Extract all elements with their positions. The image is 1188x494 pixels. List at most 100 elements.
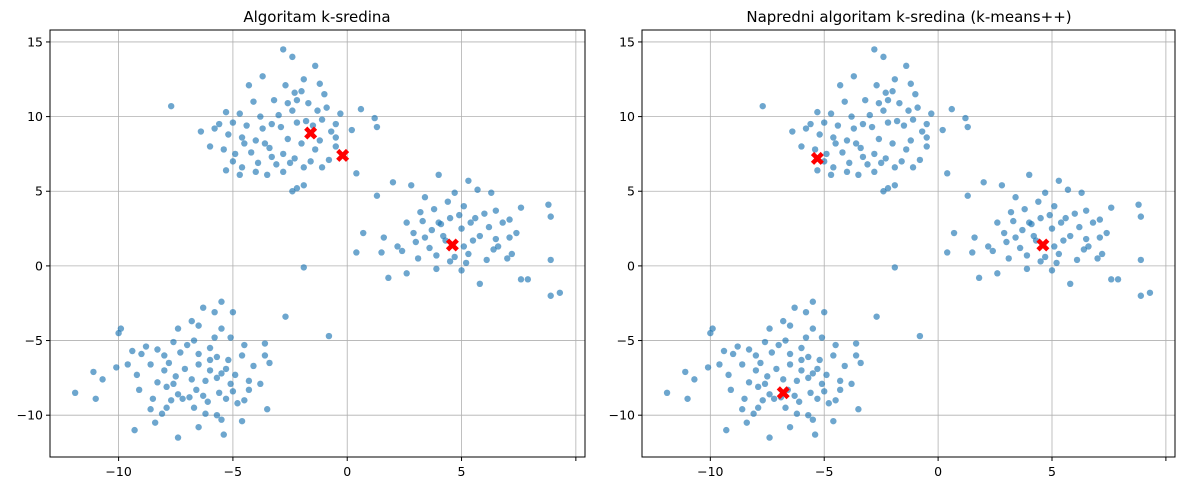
data-point	[834, 122, 842, 129]
data-point	[723, 426, 730, 434]
data-point	[131, 426, 138, 434]
data-point	[859, 120, 867, 128]
data-point	[823, 150, 830, 158]
data-point	[780, 376, 787, 383]
data-point	[727, 386, 735, 394]
data-point	[821, 158, 828, 165]
data-point	[243, 122, 250, 129]
data-point	[211, 125, 218, 132]
data-point	[195, 361, 202, 368]
data-point	[1053, 259, 1060, 267]
data-point	[428, 226, 436, 234]
data-point	[229, 388, 237, 395]
data-point	[814, 365, 821, 373]
data-point	[206, 344, 214, 352]
data-point	[809, 325, 817, 332]
data-point	[734, 343, 741, 350]
data-point	[843, 168, 851, 176]
data-point	[843, 137, 851, 144]
data-point	[474, 186, 481, 193]
data-point	[280, 168, 287, 176]
data-point	[855, 406, 862, 413]
data-point	[802, 308, 810, 316]
data-point	[786, 322, 794, 329]
y-tick-label: 0	[35, 258, 43, 273]
data-point	[830, 417, 837, 425]
data-point	[875, 99, 883, 107]
data-point	[492, 207, 500, 214]
data-point	[745, 379, 753, 386]
y-tick-label: −5	[25, 333, 43, 348]
data-point	[1026, 219, 1033, 226]
data-point	[444, 198, 452, 205]
data-point	[154, 379, 161, 386]
data-point	[825, 400, 832, 407]
data-point	[1137, 213, 1145, 220]
data-point	[832, 140, 839, 147]
data-point	[170, 338, 177, 346]
data-point	[1082, 207, 1090, 214]
y-tick-label: 15	[27, 34, 43, 49]
data-point	[494, 243, 502, 250]
data-point	[846, 159, 853, 167]
data-point	[985, 243, 992, 250]
data-point	[508, 250, 516, 258]
data-point	[241, 140, 248, 147]
data-point	[871, 168, 878, 176]
data-point	[1080, 246, 1088, 253]
data-point	[266, 144, 273, 152]
data-point	[923, 134, 930, 141]
data-point	[252, 137, 259, 144]
data-point	[1012, 234, 1019, 241]
data-point	[394, 243, 401, 250]
data-point	[547, 256, 554, 264]
data-point	[435, 219, 442, 226]
data-point	[884, 185, 892, 192]
data-point	[1137, 292, 1145, 299]
data-point	[220, 431, 227, 438]
data-point	[403, 219, 410, 226]
data-point	[821, 308, 828, 316]
data-point	[1000, 229, 1008, 237]
data-point	[880, 107, 887, 114]
data-point	[264, 406, 271, 413]
data-point	[238, 352, 246, 359]
data-point	[161, 352, 168, 359]
x-tick-label: −5	[224, 464, 242, 479]
data-point	[225, 131, 232, 138]
data-point	[506, 234, 513, 241]
data-point	[871, 46, 878, 53]
data-point	[841, 362, 848, 370]
data-point	[909, 164, 917, 171]
data-point	[268, 153, 275, 161]
data-point	[135, 386, 143, 394]
data-point	[1048, 267, 1056, 274]
data-point	[1108, 204, 1115, 211]
data-point	[270, 96, 278, 104]
data-point	[816, 131, 823, 138]
left-subplot: Algoritam k-sredina −10 −5 0 5 −10 −5 0 5 10 15	[17, 8, 586, 479]
data-point	[939, 126, 946, 134]
data-point	[891, 182, 899, 189]
data-point	[337, 110, 344, 117]
data-point	[1064, 186, 1072, 193]
data-point	[891, 76, 899, 83]
data-point	[259, 73, 266, 80]
data-point	[841, 98, 848, 105]
data-point	[483, 256, 490, 264]
data-point	[218, 325, 225, 332]
data-point	[729, 350, 737, 358]
data-point	[830, 352, 837, 359]
data-point	[882, 89, 889, 96]
data-point	[857, 144, 864, 152]
data-point	[165, 359, 173, 367]
data-point	[725, 371, 732, 379]
data-point	[305, 99, 312, 107]
data-point	[300, 164, 307, 171]
data-point	[71, 389, 79, 397]
data-point	[1071, 210, 1078, 217]
data-point	[798, 356, 805, 364]
data-point	[893, 117, 901, 125]
centroid-marker	[445, 238, 459, 252]
data-point	[199, 392, 207, 399]
